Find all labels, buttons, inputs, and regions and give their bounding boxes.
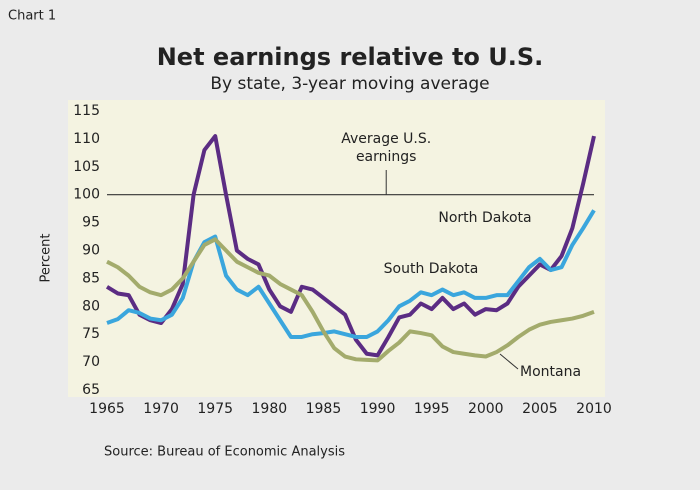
y-tick-label: 95 — [82, 215, 100, 231]
y-tick-label: 80 — [82, 298, 100, 314]
x-tick-label: 1980 — [252, 401, 288, 417]
y-tick-label: 105 — [73, 159, 100, 175]
x-tick-label: 1995 — [414, 401, 450, 417]
chart-subtitle: By state, 3-year moving average — [210, 74, 489, 94]
source: Source: Bureau of Economic Analysis — [104, 445, 345, 460]
y-axis-label: Percent — [39, 234, 54, 283]
series-line — [106, 209, 596, 339]
annotation: earnings — [356, 149, 417, 165]
x-tick-label: 1965 — [89, 401, 125, 417]
x-tick-label: 1990 — [360, 401, 396, 417]
x-tick-label: 1975 — [197, 401, 233, 417]
y-tick-label: 70 — [82, 354, 100, 370]
series-label: South Dakota — [384, 261, 479, 277]
y-tick-label: 65 — [82, 382, 100, 398]
series-line — [105, 134, 596, 358]
y-tick-label: 90 — [82, 243, 100, 259]
plot-area — [68, 100, 605, 397]
y-tick-label: 100 — [73, 187, 100, 203]
label-leader — [499, 353, 519, 370]
series-line — [106, 237, 595, 363]
x-tick-label: 2010 — [576, 401, 612, 417]
y-tick-label: 115 — [73, 103, 100, 119]
chart-label: Chart 1 — [8, 9, 56, 24]
series-label: Montana — [520, 364, 581, 380]
series-label: North Dakota — [438, 210, 531, 226]
chart-title: Net earnings relative to U.S. — [157, 43, 544, 71]
y-tick-label: 75 — [82, 326, 100, 342]
y-tick-label: 110 — [73, 131, 100, 147]
y-tick-label: 85 — [82, 270, 100, 286]
x-tick-label: 1985 — [306, 401, 342, 417]
x-tick-label: 1970 — [143, 401, 179, 417]
annotation: Average U.S. — [341, 131, 431, 147]
x-tick-label: 2000 — [468, 401, 504, 417]
x-tick-label: 2005 — [522, 401, 558, 417]
